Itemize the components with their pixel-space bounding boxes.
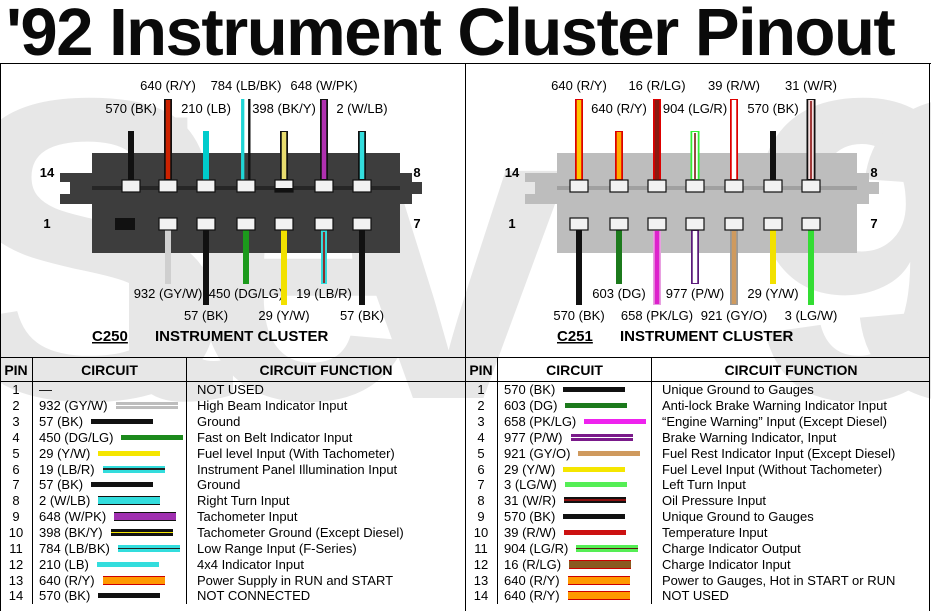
svg-text:7: 7	[870, 216, 877, 231]
svg-text:904 (LG/R): 904 (LG/R)	[663, 101, 727, 116]
svg-text:31 (W/R): 31 (W/R)	[785, 78, 837, 93]
svg-text:932 (GY/W): 932 (GY/W)	[134, 286, 203, 301]
svg-text:C250: C250	[92, 328, 128, 345]
svg-text:784 (LB/BK): 784 (LB/BK)	[211, 78, 282, 93]
svg-text:29 (Y/W): 29 (Y/W)	[747, 286, 798, 301]
svg-text:1: 1	[508, 216, 515, 231]
svg-text:603 (DG): 603 (DG)	[592, 286, 645, 301]
svg-text:29 (Y/W): 29 (Y/W)	[258, 308, 309, 323]
svg-text:16 (R/LG): 16 (R/LG)	[628, 78, 685, 93]
svg-text:57 (BK): 57 (BK)	[340, 308, 384, 323]
svg-text:210 (LB): 210 (LB)	[181, 101, 231, 116]
svg-text:C251: C251	[557, 328, 593, 345]
svg-text:977 (P/W): 977 (P/W)	[666, 286, 725, 301]
svg-text:INSTRUMENT CLUSTER: INSTRUMENT CLUSTER	[155, 328, 328, 345]
svg-text:14: 14	[40, 165, 55, 180]
svg-text:570 (BK): 570 (BK)	[747, 101, 798, 116]
svg-text:398 (BK/Y): 398 (BK/Y)	[252, 101, 316, 116]
svg-text:39 (R/W): 39 (R/W)	[708, 78, 760, 93]
svg-text:640 (R/Y): 640 (R/Y)	[551, 78, 607, 93]
svg-text:640 (R/Y): 640 (R/Y)	[591, 101, 647, 116]
svg-text:14: 14	[505, 165, 520, 180]
svg-text:7: 7	[413, 216, 420, 231]
svg-text:2 (W/LB): 2 (W/LB)	[336, 101, 387, 116]
svg-text:1: 1	[43, 216, 50, 231]
svg-text:INSTRUMENT CLUSTER: INSTRUMENT CLUSTER	[620, 328, 793, 345]
svg-text:3 (LG/W): 3 (LG/W)	[785, 308, 838, 323]
svg-text:640 (R/Y): 640 (R/Y)	[140, 78, 196, 93]
svg-text:57 (BK): 57 (BK)	[184, 308, 228, 323]
svg-text:921 (GY/O): 921 (GY/O)	[701, 308, 767, 323]
svg-text:450 (DG/LG): 450 (DG/LG)	[209, 286, 283, 301]
svg-text:658 (PK/LG): 658 (PK/LG)	[621, 308, 693, 323]
svg-text:8: 8	[413, 165, 420, 180]
svg-text:570 (BK): 570 (BK)	[105, 101, 156, 116]
svg-text:648 (W/PK): 648 (W/PK)	[290, 78, 357, 93]
svg-text:19 (LB/R): 19 (LB/R)	[296, 286, 352, 301]
svg-text:570 (BK): 570 (BK)	[553, 308, 604, 323]
svg-text:8: 8	[870, 165, 877, 180]
